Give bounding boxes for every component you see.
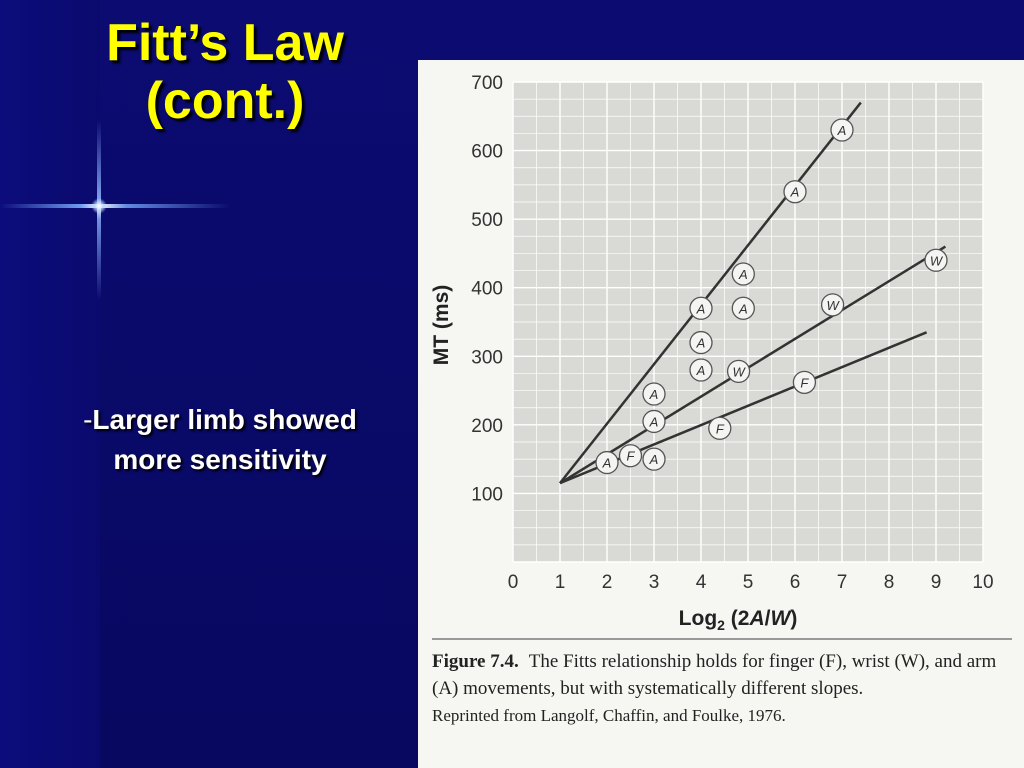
tick-labels: 0 1 2 3 4 5 6 7 8 9 10 100 200 300 400 500 600 700 bbox=[471, 73, 993, 593]
y-tick-label: 500 bbox=[471, 210, 503, 231]
point-label: A bbox=[649, 452, 659, 467]
x-tick-label: 0 bbox=[508, 572, 519, 593]
x-tick-label: 9 bbox=[931, 572, 942, 593]
bullet-line-1: Larger limb showed bbox=[92, 404, 357, 435]
point-a: A bbox=[783, 180, 807, 204]
point-label: A bbox=[837, 123, 847, 138]
point-a: A bbox=[689, 358, 713, 382]
point-marker bbox=[642, 382, 666, 406]
point-a: A bbox=[642, 447, 666, 471]
point-marker bbox=[689, 358, 713, 382]
point-marker bbox=[595, 450, 619, 475]
point-label: A bbox=[738, 301, 748, 316]
light-flare-center bbox=[91, 198, 107, 214]
point-label: A bbox=[649, 387, 659, 402]
point-label: A bbox=[696, 301, 706, 316]
point-marker bbox=[708, 416, 732, 440]
caption-text: The Fitts relationship holds for finger … bbox=[432, 651, 997, 699]
point-a: A bbox=[642, 409, 666, 434]
x-tick-label: 7 bbox=[837, 572, 848, 593]
y-tick-label: 300 bbox=[471, 347, 503, 368]
point-a: A bbox=[830, 118, 854, 142]
x-tick-label: 1 bbox=[555, 572, 566, 593]
x-axis-label-subscript: 2 bbox=[717, 617, 725, 633]
fit-line-a bbox=[559, 101, 862, 484]
point-marker bbox=[642, 409, 666, 434]
caption-divider bbox=[432, 638, 1012, 640]
point-f: F bbox=[618, 444, 643, 468]
x-tick-label: 4 bbox=[696, 572, 707, 593]
y-tick-label: 400 bbox=[471, 279, 503, 300]
point-label: A bbox=[696, 363, 706, 378]
point-label: A bbox=[696, 336, 706, 351]
bullet-point: -Larger limb showed more sensitivity bbox=[30, 400, 410, 480]
x-axis-label-close: ) bbox=[790, 607, 797, 630]
point-w: W bbox=[726, 359, 751, 384]
point-a: A bbox=[642, 382, 666, 406]
point-label: F bbox=[627, 449, 636, 464]
x-tick-label: 10 bbox=[972, 572, 993, 593]
x-axis-label-w: W bbox=[770, 607, 792, 630]
x-axis-label: Log2 (2A/W) bbox=[679, 607, 798, 633]
y-tick-label: 700 bbox=[471, 73, 503, 94]
x-axis-label-a: A bbox=[748, 607, 764, 630]
slide-left-band bbox=[0, 0, 100, 768]
x-axis-label-rest: (2 bbox=[725, 607, 750, 630]
point-label: F bbox=[716, 421, 725, 436]
x-axis-label-slash: / bbox=[765, 607, 771, 630]
point-marker bbox=[726, 359, 751, 384]
point-marker bbox=[731, 262, 755, 286]
point-marker bbox=[924, 248, 948, 272]
x-tick-label: 3 bbox=[649, 572, 660, 593]
point-label: A bbox=[602, 456, 612, 471]
point-marker bbox=[642, 447, 666, 471]
bullet-line-2: more sensitivity bbox=[113, 444, 327, 475]
y-tick-label: 200 bbox=[471, 416, 503, 437]
y-tick-label: 100 bbox=[471, 484, 503, 505]
x-tick-label: 6 bbox=[790, 572, 801, 593]
caption-credit: Reprinted from Langolf, Chaffin, and Fou… bbox=[432, 706, 786, 725]
point-marker bbox=[689, 330, 713, 355]
point-label: F bbox=[800, 375, 809, 390]
point-marker bbox=[820, 293, 845, 317]
point-label: W bbox=[826, 298, 840, 313]
point-marker bbox=[783, 180, 807, 204]
point-a: A bbox=[731, 296, 755, 320]
point-marker bbox=[618, 444, 643, 468]
point-a: A bbox=[595, 450, 619, 475]
slide-title: Fitt’s Law (cont.) bbox=[50, 14, 400, 130]
title-line-2: (cont.) bbox=[145, 72, 305, 130]
point-w: W bbox=[924, 248, 948, 272]
grid bbox=[512, 81, 984, 563]
point-marker bbox=[689, 296, 713, 320]
y-tick-label: 600 bbox=[471, 142, 503, 163]
point-label: W bbox=[732, 364, 746, 379]
point-a: A bbox=[689, 330, 713, 355]
title-line-1: Fitt’s Law bbox=[106, 14, 344, 72]
point-a: A bbox=[689, 296, 713, 320]
point-w: W bbox=[820, 293, 845, 317]
light-flare-horizontal bbox=[0, 204, 230, 208]
fit-line-w bbox=[559, 245, 947, 485]
y-axis-label: MT (ms) bbox=[430, 285, 453, 366]
point-label: A bbox=[738, 267, 748, 282]
x-tick-label: 2 bbox=[602, 572, 613, 593]
figure-caption: Figure 7.4. The Fitts relationship holds … bbox=[432, 648, 1012, 729]
point-marker bbox=[731, 296, 755, 320]
point-marker bbox=[830, 118, 854, 142]
point-label: W bbox=[930, 253, 944, 268]
caption-label: Figure 7.4. bbox=[432, 651, 519, 672]
x-tick-label: 5 bbox=[743, 572, 754, 593]
bullet-dash: - bbox=[83, 404, 93, 435]
point-a: A bbox=[731, 262, 755, 286]
x-tick-label: 8 bbox=[884, 572, 895, 593]
point-f: F bbox=[708, 416, 732, 440]
point-label: A bbox=[649, 414, 659, 429]
point-marker bbox=[792, 370, 817, 394]
point-f: F bbox=[792, 370, 817, 394]
point-label: A bbox=[790, 185, 800, 200]
